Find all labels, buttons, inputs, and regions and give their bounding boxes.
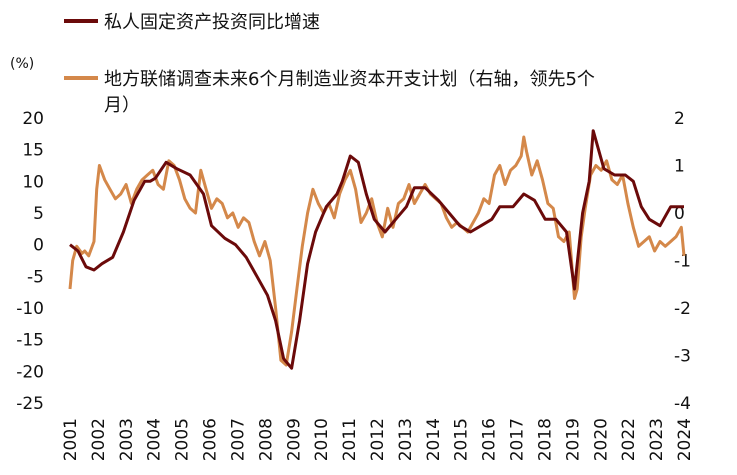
x-tick-label: 2002 (89, 418, 109, 461)
series-line-capex-plans (68, 135, 686, 367)
x-tick-label: 2011 (340, 418, 360, 461)
x-tick-label: 2024 (675, 418, 695, 461)
x-tick-label: 2006 (201, 418, 221, 461)
legend-label-capex-plans: 地方联储调查未来6个月制造业资本开支计划（右轴，领先5个 月） (104, 69, 601, 116)
x-tick-label: 2007 (228, 418, 248, 461)
legend-label-capex-plans-line2: 月） (104, 95, 140, 116)
x-tick-label: 2009 (284, 418, 304, 461)
x-tick-label: 2019 (563, 418, 583, 461)
x-tick-label: 2010 (312, 418, 332, 461)
x-tick-label: 2013 (396, 418, 416, 461)
right-tick-label: 0 (674, 204, 685, 224)
x-tick-label: 2022 (619, 418, 639, 461)
right-axis-ticks: 2 1 0 -1 -2 -3 -4 (674, 109, 691, 414)
x-tick-label: 2005 (173, 418, 193, 461)
legend: 私人固定资产投资同比增速 地方联储调查未来6个月制造业资本开支计划（右轴，领先5… (64, 12, 601, 116)
left-tick-label: 0 (33, 236, 44, 256)
x-tick-label: 2023 (647, 418, 667, 461)
x-tick-label: 2014 (424, 418, 444, 461)
right-tick-label: -2 (674, 299, 691, 319)
x-tick-label: 2008 (256, 418, 276, 461)
right-tick-label: 2 (674, 109, 685, 129)
right-tick-label: -1 (674, 252, 691, 272)
x-tick-label: 2003 (117, 418, 137, 461)
left-tick-label: 10 (22, 172, 44, 192)
legend-label-capex-plans-line1: 地方联储调查未来6个月制造业资本开支计划（右轴，领先5个 (104, 69, 595, 90)
x-tick-label: 2018 (535, 418, 555, 461)
legend-label-private-investment: 私人固定资产投资同比增速 (104, 12, 320, 33)
series-line-private-investment (69, 129, 684, 370)
x-tick-label: 2017 (508, 418, 528, 461)
left-tick-label: -15 (16, 331, 44, 351)
x-tick-label: 2012 (368, 418, 388, 461)
right-tick-label: -4 (674, 394, 691, 414)
x-tick-label: 2016 (480, 418, 500, 461)
x-tick-label: 2015 (452, 418, 472, 461)
left-tick-label: -20 (16, 362, 44, 382)
left-tick-label: 15 (22, 141, 44, 161)
x-tick-label: 2001 (61, 418, 81, 461)
left-tick-label: -10 (16, 299, 44, 319)
x-tick-label: 2020 (591, 418, 611, 461)
right-tick-label: -3 (674, 347, 691, 367)
x-tick-label: 2004 (145, 418, 165, 461)
right-tick-label: 1 (674, 157, 685, 177)
left-tick-label: 20 (22, 109, 44, 129)
left-tick-label: 5 (33, 204, 44, 224)
left-tick-label: -5 (27, 267, 44, 287)
left-axis-unit: (%) (10, 56, 34, 72)
x-axis-ticks: 2001 2002 2003 2004 2005 2006 2007 2008 2009 2010… (61, 418, 695, 461)
left-tick-label: -25 (16, 394, 44, 414)
left-axis-ticks: 20 15 10 5 0 -5 -10 -15 -20 -25 (16, 109, 44, 414)
